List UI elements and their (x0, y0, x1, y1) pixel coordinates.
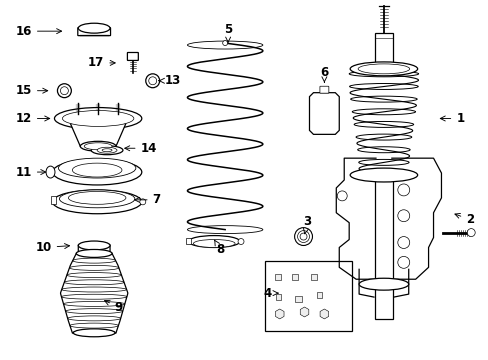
Ellipse shape (52, 190, 142, 214)
Ellipse shape (60, 190, 135, 208)
Ellipse shape (349, 84, 417, 89)
Ellipse shape (353, 121, 413, 127)
Ellipse shape (355, 134, 411, 140)
Ellipse shape (76, 251, 112, 256)
Text: 11: 11 (16, 166, 46, 179)
Ellipse shape (64, 280, 124, 285)
Bar (274, 274, 280, 280)
Ellipse shape (102, 149, 112, 152)
Bar (291, 274, 297, 280)
Polygon shape (309, 93, 339, 134)
FancyBboxPatch shape (319, 86, 328, 93)
Ellipse shape (357, 64, 409, 74)
Text: 17: 17 (88, 57, 115, 69)
Text: 3: 3 (303, 215, 311, 234)
Text: 2: 2 (454, 213, 473, 226)
Ellipse shape (68, 192, 126, 204)
Ellipse shape (193, 239, 235, 247)
Ellipse shape (349, 62, 417, 76)
Circle shape (145, 74, 160, 88)
Circle shape (140, 199, 145, 205)
Text: 4: 4 (263, 287, 278, 300)
Ellipse shape (357, 147, 409, 153)
Circle shape (238, 239, 244, 244)
Ellipse shape (188, 235, 240, 247)
Bar (186, 238, 191, 244)
Bar (374, 33, 392, 69)
Ellipse shape (69, 265, 119, 270)
Text: 12: 12 (16, 112, 50, 125)
Circle shape (337, 191, 346, 201)
Circle shape (397, 237, 409, 248)
Ellipse shape (72, 163, 122, 177)
Text: 1: 1 (439, 112, 464, 125)
Polygon shape (70, 123, 126, 146)
Text: 15: 15 (16, 84, 48, 97)
Circle shape (397, 210, 409, 222)
Text: 16: 16 (16, 24, 61, 38)
Bar (294, 296, 301, 302)
Ellipse shape (187, 41, 263, 49)
Bar (317, 292, 322, 298)
Ellipse shape (350, 96, 416, 102)
Circle shape (57, 84, 71, 98)
Circle shape (397, 184, 409, 196)
Circle shape (297, 231, 309, 243)
Ellipse shape (54, 108, 142, 129)
Ellipse shape (78, 23, 110, 33)
Ellipse shape (70, 323, 118, 328)
Bar (311, 274, 317, 280)
Text: 10: 10 (35, 241, 69, 254)
Ellipse shape (67, 316, 121, 321)
Ellipse shape (73, 258, 115, 263)
Ellipse shape (63, 301, 124, 306)
Text: 5: 5 (224, 23, 232, 42)
FancyBboxPatch shape (78, 244, 110, 255)
Ellipse shape (187, 226, 263, 234)
Ellipse shape (358, 159, 408, 165)
Ellipse shape (358, 278, 408, 290)
Bar (50, 196, 56, 204)
Ellipse shape (61, 294, 126, 299)
Ellipse shape (358, 172, 408, 178)
Ellipse shape (52, 159, 142, 185)
Bar (264, 261, 351, 331)
Ellipse shape (80, 250, 108, 257)
Ellipse shape (348, 71, 418, 77)
Ellipse shape (72, 330, 116, 335)
Circle shape (467, 229, 474, 237)
Ellipse shape (91, 146, 122, 155)
Ellipse shape (46, 166, 55, 178)
Ellipse shape (62, 111, 134, 126)
FancyBboxPatch shape (127, 53, 138, 60)
Text: 13: 13 (159, 74, 180, 87)
Ellipse shape (84, 143, 112, 150)
Ellipse shape (97, 147, 117, 153)
Text: 7: 7 (134, 193, 161, 206)
Ellipse shape (65, 309, 122, 314)
Bar (275, 294, 280, 300)
Text: 6: 6 (320, 66, 328, 82)
Text: 9: 9 (104, 300, 123, 314)
Text: 14: 14 (124, 142, 157, 155)
Circle shape (61, 87, 68, 95)
Ellipse shape (59, 158, 136, 178)
Ellipse shape (349, 168, 417, 182)
Ellipse shape (80, 141, 116, 151)
Circle shape (222, 41, 227, 46)
Ellipse shape (61, 287, 126, 292)
Ellipse shape (351, 109, 415, 115)
Ellipse shape (78, 241, 110, 250)
Circle shape (300, 233, 306, 240)
Ellipse shape (73, 329, 115, 337)
Ellipse shape (76, 249, 112, 257)
Circle shape (148, 77, 156, 85)
Ellipse shape (67, 273, 121, 278)
Circle shape (397, 256, 409, 268)
Circle shape (294, 228, 312, 246)
FancyBboxPatch shape (78, 28, 110, 36)
Bar (374, 180, 392, 319)
Text: 8: 8 (214, 240, 224, 256)
